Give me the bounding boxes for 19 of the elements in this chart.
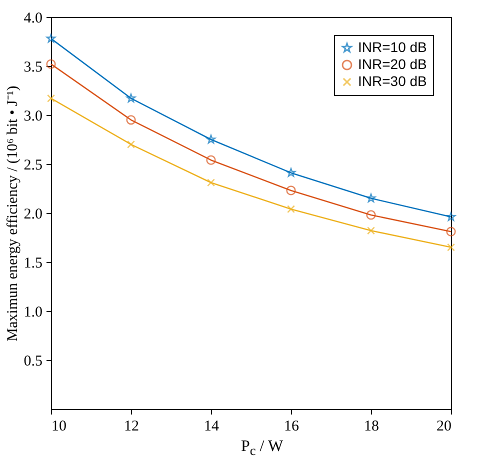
x-tick-label: 14 bbox=[204, 418, 220, 434]
legend-label: INR=30 dB bbox=[358, 73, 427, 89]
y-tick-label: 1.0 bbox=[24, 304, 42, 320]
x-tick-label: 12 bbox=[124, 418, 139, 434]
y-tick-label: 1.5 bbox=[24, 256, 42, 272]
x-tick-label: 16 bbox=[284, 418, 300, 434]
x-tick-label: 20 bbox=[436, 418, 452, 434]
y-tick-label: 3.5 bbox=[24, 60, 42, 76]
y-tick-label: 4.0 bbox=[24, 10, 42, 26]
y-axis-title: Maximun energy efficiency / (10⁶ bit • J⁻¹) bbox=[4, 86, 21, 342]
y-tick-label: 2.5 bbox=[24, 158, 42, 174]
x-tick-label: 18 bbox=[364, 418, 379, 434]
legend-label: INR=20 dB bbox=[358, 56, 427, 72]
y-tick-label: 3.0 bbox=[24, 108, 42, 124]
y-tick-label: 0.5 bbox=[24, 354, 42, 370]
x-tick-label: 10 bbox=[52, 418, 66, 434]
x-axis-title: P$_{c}$ / W bbox=[240, 438, 284, 460]
y-tick-label: 2.0 bbox=[24, 206, 42, 222]
legend-label: INR=10 dB bbox=[358, 39, 427, 55]
